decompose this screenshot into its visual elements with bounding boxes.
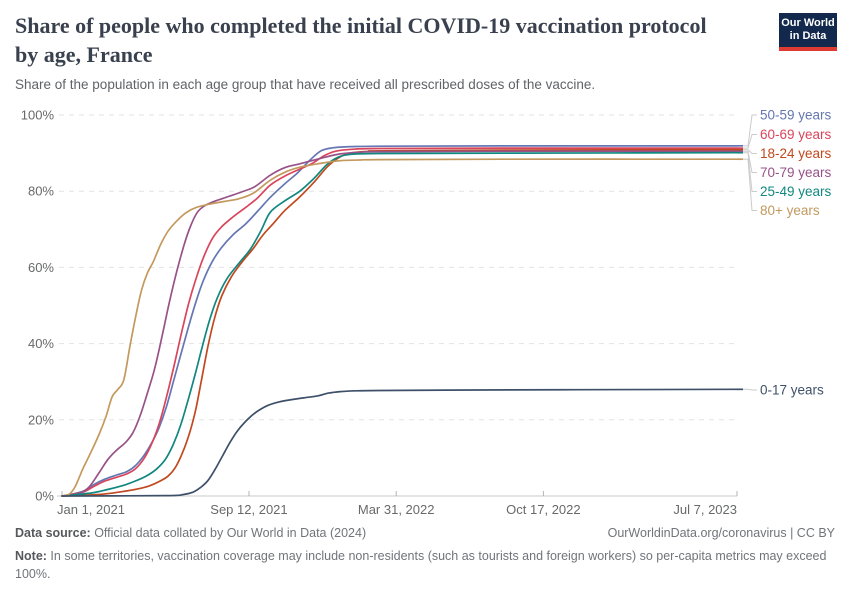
vaccination-line-chart: 0% 20% 40% 60% 80% 100% Jan 1, 2021 Sep 12, 202…	[21, 108, 832, 518]
y-axis-tick-label: 40%	[28, 336, 54, 351]
chart-subtitle: Share of the population in each age grou…	[15, 77, 596, 93]
legend-label-age-25-49: 25-49 years	[760, 184, 832, 199]
series-line-age-25-49	[61, 151, 738, 497]
x-axis-tick-label: Sep 12, 2021	[210, 502, 287, 517]
footnote: Note: In some territories, vaccination c…	[15, 547, 835, 583]
y-axis-tick-label: 60%	[28, 260, 54, 275]
data-source-text: Official data collated by Our World in D…	[90, 526, 367, 540]
footnote-text: In some territories, vaccination coverag…	[15, 549, 827, 582]
x-axis-tick-label: Jan 1, 2021	[57, 502, 125, 517]
owid-attribution-link: OurWorldinData.org/coronavirus | CC BY	[607, 526, 835, 540]
chart-title: Share of people who completed the initia…	[15, 13, 707, 67]
owid-logo-line2: in Data	[789, 30, 827, 42]
legend-label-age-80-plus: 80+ years	[760, 203, 820, 218]
legend-label-age-50-59: 50-59 years	[760, 108, 832, 123]
y-axis-tick-label: 0%	[35, 489, 54, 504]
footnote-label: Note:	[15, 549, 47, 563]
legend-connector-age-70-79	[743, 150, 757, 173]
data-source-label: Data source:	[15, 526, 91, 540]
legend-connector-age-60-69	[743, 134, 757, 149]
y-axis-tick-label: 100%	[21, 108, 55, 123]
legend-label-age-0-17: 0-17 years	[760, 383, 824, 398]
x-axis-tick-label: Jul 7, 2023	[673, 502, 737, 517]
y-axis-tick-label: 20%	[28, 412, 54, 427]
series-line-age-80-plus	[61, 158, 738, 497]
series-line-age-0-17	[61, 388, 738, 497]
legend-label-age-18-24: 18-24 years	[760, 146, 832, 161]
legend-connector-age-50-59	[743, 114, 757, 147]
chart-footer: Data source: Official data collated by O…	[15, 526, 835, 583]
data-source-line: Data source: Official data collated by O…	[15, 526, 366, 540]
legend-connector-age-0-17	[743, 388, 757, 391]
owid-logo: Our World in Data	[779, 13, 837, 51]
series-line-age-50-59	[61, 145, 738, 497]
legend-connector-age-18-24	[743, 149, 757, 154]
legend-label-age-60-69: 60-69 years	[760, 127, 832, 142]
legend-label-age-70-79: 70-79 years	[760, 165, 832, 180]
x-axis-tick-label: Mar 31, 2022	[358, 502, 435, 517]
chart-header: Share of people who completed the initia…	[15, 12, 760, 92]
legend-connector-age-80-plus	[743, 158, 757, 211]
x-axis-tick-label: Oct 17, 2022	[506, 502, 580, 517]
series-line-age-18-24	[61, 148, 738, 497]
y-axis-tick-label: 80%	[28, 184, 54, 199]
series-line-age-70-79	[61, 150, 738, 497]
owid-logo-line1: Our World	[781, 16, 835, 29]
series-line-age-60-69	[61, 147, 738, 497]
legend-connector-age-25-49	[743, 152, 757, 192]
